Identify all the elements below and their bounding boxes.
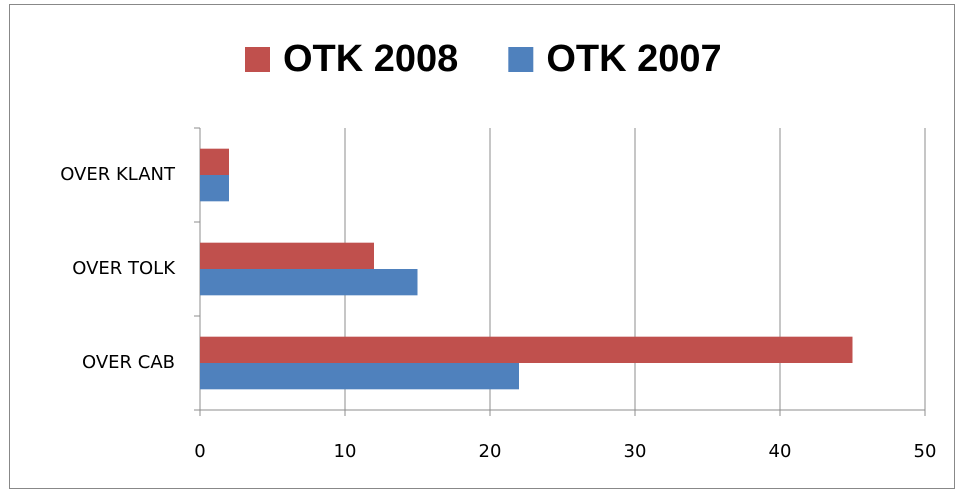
x-tick-label: 20 (479, 441, 502, 462)
bar (200, 148, 229, 175)
legend-swatch (245, 47, 270, 72)
legend-label: OTK 2008 (283, 38, 458, 80)
x-tick-label: 30 (624, 441, 647, 462)
x-tick-label: 40 (769, 441, 792, 462)
bar (200, 336, 853, 363)
chart-frame (9, 4, 955, 489)
y-tick-label: OVER KLANT (60, 164, 176, 185)
legend-label: OTK 2007 (546, 38, 721, 80)
x-tick-label: 10 (334, 441, 357, 462)
bar (200, 242, 374, 269)
x-tick-label: 50 (914, 441, 937, 462)
bar (200, 175, 229, 202)
bar (200, 269, 418, 296)
y-tick-label: OVER TOLK (72, 258, 176, 279)
y-tick-label: OVER CAB (82, 352, 175, 373)
bar (200, 363, 519, 390)
legend-swatch (508, 47, 534, 72)
x-tick-label: 0 (194, 441, 205, 462)
